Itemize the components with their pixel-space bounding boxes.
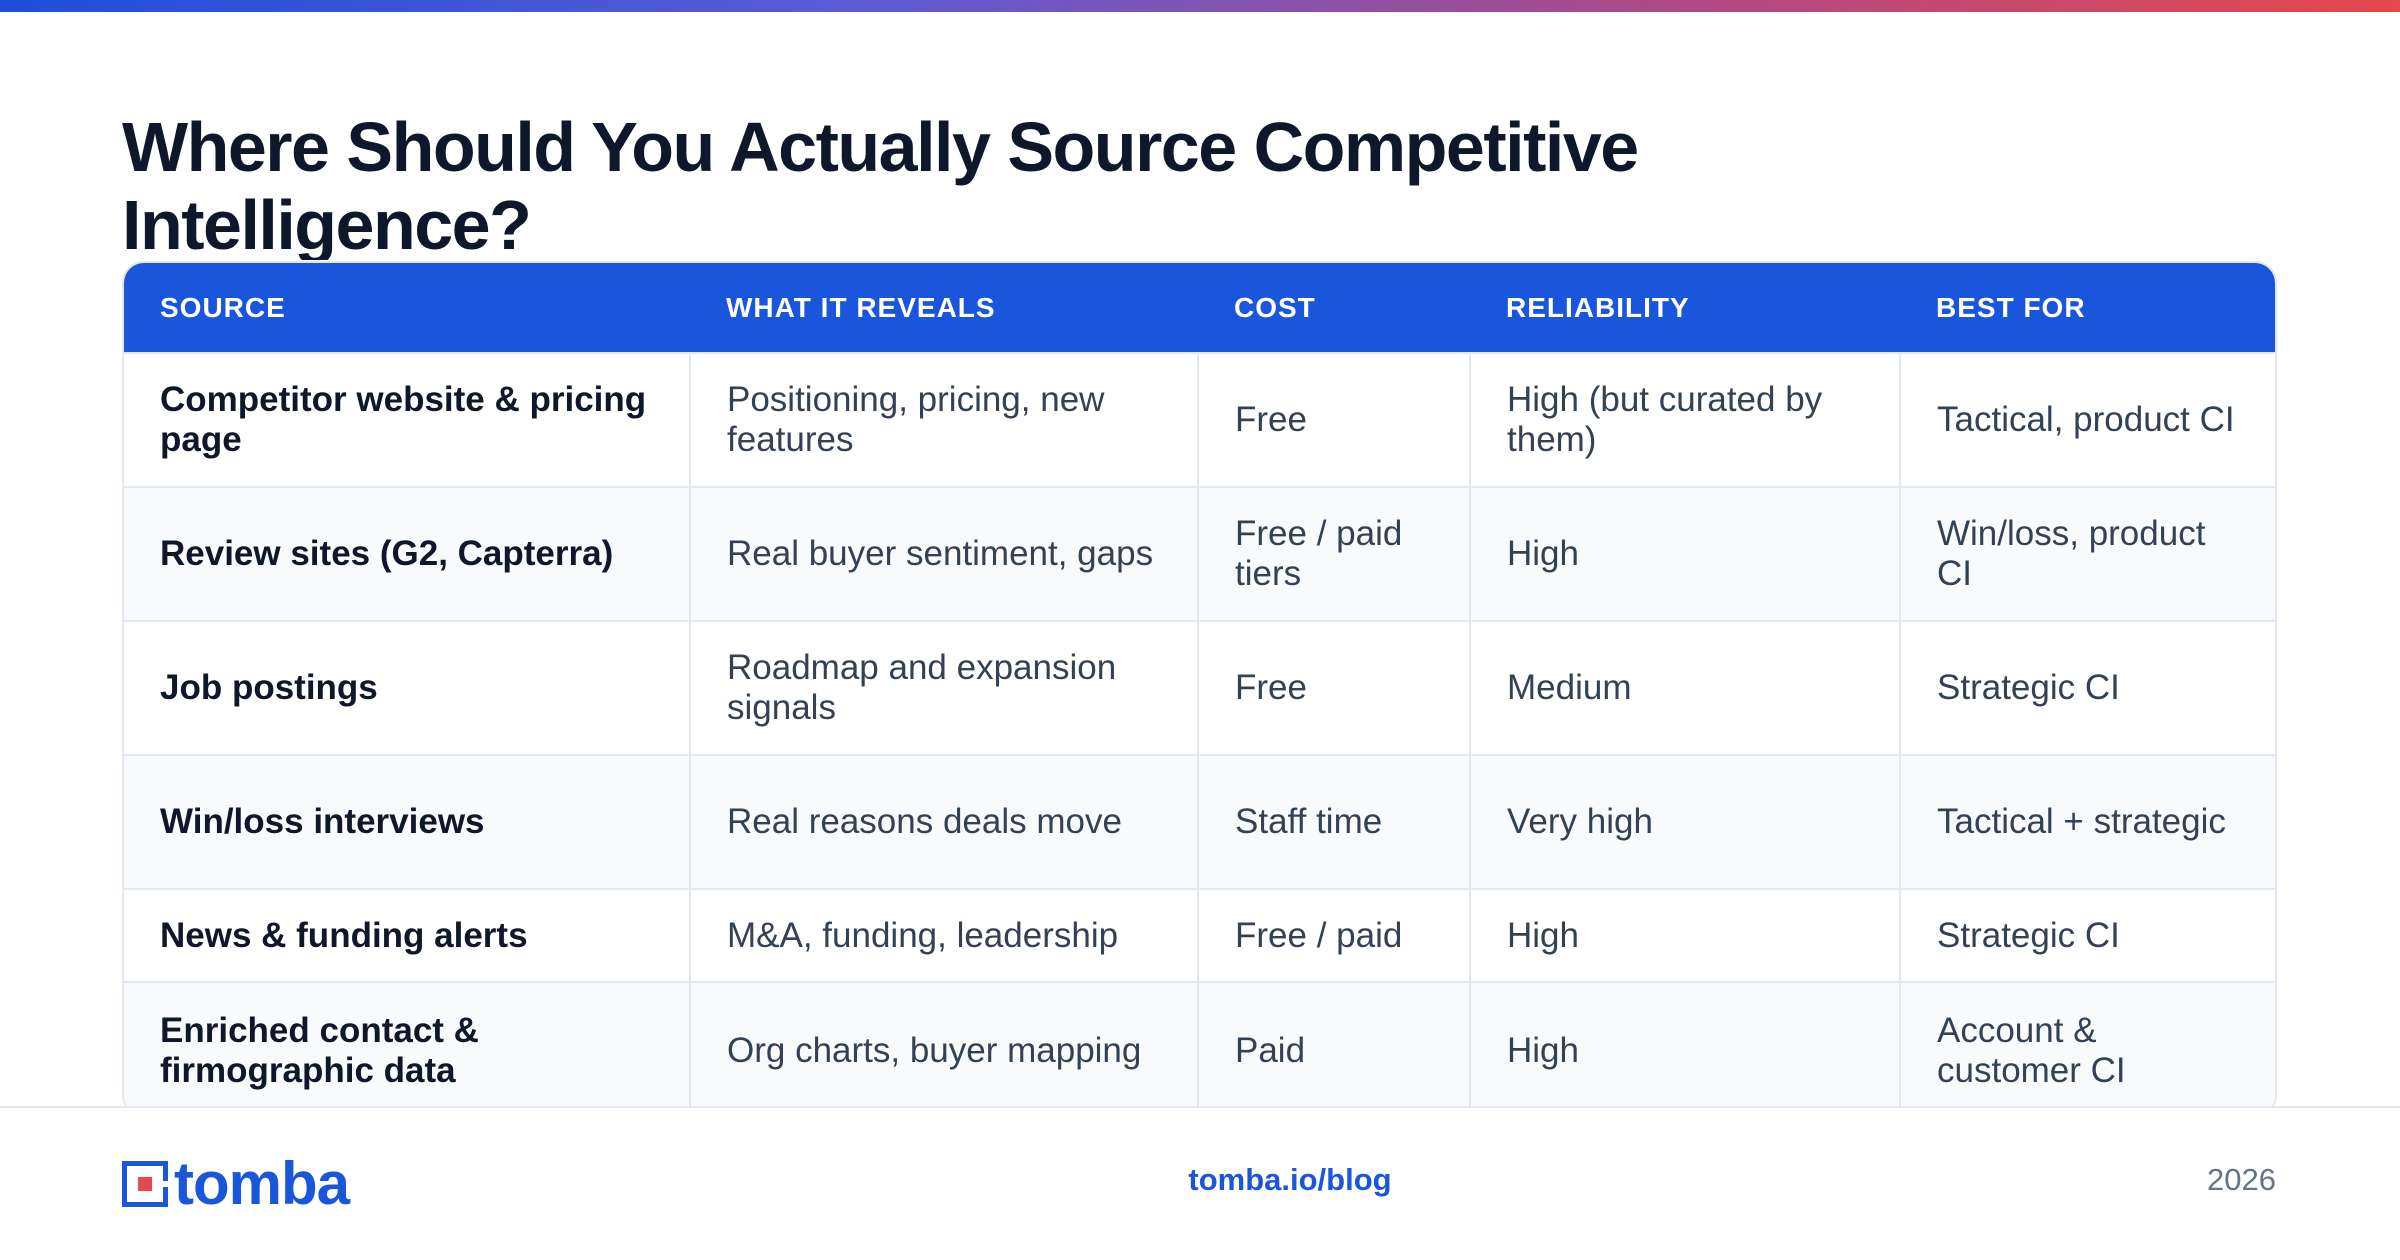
table-header-row: SOURCE WHAT IT REVEALS COST RELIABILITY …	[124, 263, 2275, 353]
table-row: Win/loss interviews Real reasons deals m…	[124, 754, 2275, 889]
comparison-table: SOURCE WHAT IT REVEALS COST RELIABILITY …	[124, 263, 2275, 1115]
cell-source: Enriched contact & firmographic data	[124, 981, 691, 1115]
footer: tomba tomba.io/blog 2026	[0, 1108, 2400, 1260]
header-best-for: BEST FOR	[1936, 291, 2086, 323]
cell-best-for: Win/loss, product CI	[1900, 486, 2275, 621]
logo-wordmark: tomba	[174, 1150, 350, 1217]
header-cost: COST	[1234, 291, 1316, 323]
table-row: Enriched contact & firmographic data Org…	[124, 981, 2275, 1115]
cell-source: Competitor website & pricing page	[124, 352, 691, 487]
cell-reliability: High	[1470, 888, 1901, 982]
table-row: News & funding alerts M&A, funding, lead…	[124, 888, 2275, 982]
blog-link[interactable]: tomba.io/blog	[1188, 1162, 1392, 1197]
tomba-logo-icon	[122, 1161, 168, 1207]
cell-what-it-reveals: Real reasons deals move	[690, 754, 1199, 889]
cell-source: Win/loss interviews	[124, 754, 691, 889]
cell-best-for: Strategic CI	[1900, 620, 2275, 755]
cell-best-for: Tactical, product CI	[1900, 352, 2275, 487]
cell-cost: Free / paid	[1198, 888, 1471, 982]
cell-source: Review sites (G2, Capterra)	[124, 486, 691, 621]
header-what-it-reveals: WHAT IT REVEALS	[726, 291, 996, 323]
cell-what-it-reveals: M&A, funding, leadership	[690, 888, 1199, 982]
cell-best-for: Strategic CI	[1900, 888, 2275, 982]
footer-divider	[0, 1106, 2400, 1108]
cell-cost: Free	[1198, 352, 1471, 487]
cell-reliability: Very high	[1470, 754, 1901, 889]
cell-source: Job postings	[124, 620, 691, 755]
table-row: Competitor website & pricing page Positi…	[124, 352, 2275, 487]
comparison-table-card: SOURCE WHAT IT REVEALS COST RELIABILITY …	[122, 261, 2277, 1117]
cell-reliability: High (but curated by them)	[1470, 352, 1901, 487]
cell-cost: Free	[1198, 620, 1471, 755]
cell-cost: Paid	[1198, 981, 1471, 1115]
cell-source: News & funding alerts	[124, 888, 691, 982]
cell-best-for: Account & customer CI	[1900, 981, 2275, 1115]
cell-reliability: Medium	[1470, 620, 1901, 755]
cell-cost: Staff time	[1198, 754, 1471, 889]
cell-what-it-reveals: Positioning, pricing, new features	[690, 352, 1199, 487]
footer-year: 2026	[2207, 1162, 2276, 1197]
header-source: SOURCE	[160, 291, 286, 323]
cell-what-it-reveals: Roadmap and expansion signals	[690, 620, 1199, 755]
top-gradient-bar	[0, 0, 2400, 12]
page-title: Where Should You Actually Source Competi…	[122, 108, 1639, 260]
header-reliability: RELIABILITY	[1506, 291, 1690, 323]
table-row: Review sites (G2, Capterra) Real buyer s…	[124, 486, 2275, 621]
cell-what-it-reveals: Org charts, buyer mapping	[690, 981, 1199, 1115]
cell-reliability: High	[1470, 486, 1901, 621]
tomba-logo[interactable]: tomba	[122, 1150, 350, 1217]
cell-cost: Free / paid tiers	[1198, 486, 1471, 621]
table-row: Job postings Roadmap and expansion signa…	[124, 620, 2275, 755]
cell-reliability: High	[1470, 981, 1901, 1115]
cell-what-it-reveals: Real buyer sentiment, gaps	[690, 486, 1199, 621]
cell-best-for: Tactical + strategic	[1900, 754, 2275, 889]
